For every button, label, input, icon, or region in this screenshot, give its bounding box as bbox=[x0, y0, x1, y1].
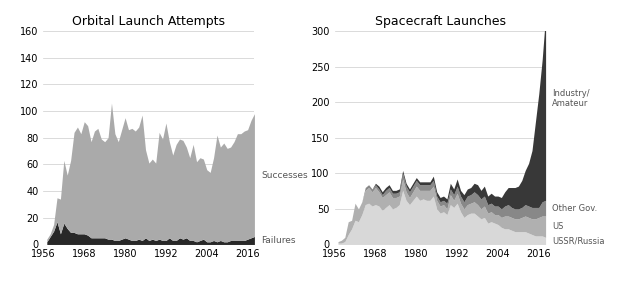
Text: Industry/
Amateur: Industry/ Amateur bbox=[552, 89, 590, 108]
Text: Other Gov.: Other Gov. bbox=[552, 204, 598, 213]
Text: USSR/Russia: USSR/Russia bbox=[552, 236, 605, 245]
Text: Failures: Failures bbox=[261, 236, 296, 245]
Title: Orbital Launch Attempts: Orbital Launch Attempts bbox=[73, 15, 226, 28]
Title: Spacecraft Launches: Spacecraft Launches bbox=[374, 15, 505, 28]
Text: Successes: Successes bbox=[261, 171, 308, 180]
Text: US: US bbox=[552, 222, 564, 231]
